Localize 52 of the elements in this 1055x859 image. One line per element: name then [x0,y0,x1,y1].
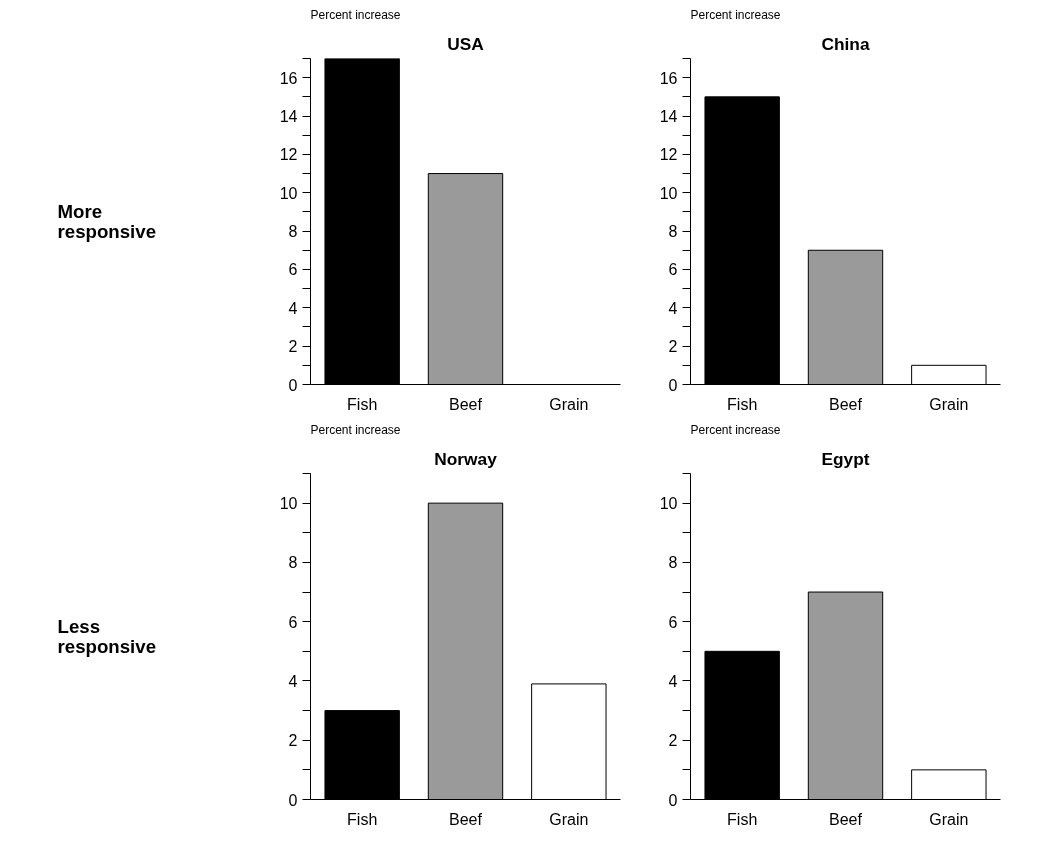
chart-title: Norway [434,448,498,469]
y-tick-label: 14 [659,108,678,126]
y-tick-label: 10 [659,184,678,202]
y-tick-label: 2 [288,338,298,356]
y-tick-label: 12 [279,146,298,164]
y-tick-label: 6 [288,261,298,279]
chart-title: Egypt [821,448,870,469]
x-tick-label: Beef [449,395,483,413]
y-tick-label: 16 [659,69,678,87]
y-tick-label: 0 [668,376,678,394]
y-tick-label: 6 [288,613,298,631]
y-axis-title: Percent increase [310,422,401,437]
x-tick-label: Fish [347,395,378,413]
y-tick-label: 4 [288,299,298,317]
y-axis-title: Percent increase [690,422,781,437]
x-tick-label: Fish [727,395,758,413]
x-tick-label: Beef [829,810,863,828]
text: Less responsive [57,616,157,657]
y-tick-label: 2 [668,338,678,356]
y-tick-label: 0 [668,791,678,809]
x-tick-label: Grain [929,395,969,413]
x-tick-label: Grain [549,395,589,413]
y-tick-label: 8 [668,554,678,572]
x-tick-label: Fish [347,810,378,828]
y-tick-label: 2 [288,732,298,750]
y-tick-label: 16 [279,69,298,87]
y-tick-label: 8 [288,554,298,572]
y-tick-label: 8 [668,223,678,241]
y-tick-label: 6 [668,613,678,631]
y-tick-label: 4 [668,299,678,317]
y-axis-title: Percent increase [690,7,781,22]
y-tick-label: 12 [659,146,678,164]
y-tick-label: 14 [279,108,298,126]
y-tick-label: 4 [668,672,678,690]
y-tick-label: 8 [288,223,298,241]
x-tick-label: Beef [449,810,483,828]
y-tick-label: 10 [659,495,678,513]
y-tick-label: 10 [279,495,298,513]
x-tick-label: Fish [727,810,758,828]
y-tick-label: 2 [668,732,678,750]
y-tick-label: 0 [288,791,298,809]
y-tick-label: 10 [279,184,298,202]
y-tick-label: 0 [288,376,298,394]
text: More responsive [57,201,157,242]
x-tick-label: Grain [929,810,969,828]
chart-title: USA [447,33,485,54]
x-tick-label: Beef [829,395,863,413]
y-tick-label: 6 [668,261,678,279]
chart-title: China [821,33,870,54]
x-tick-label: Grain [549,810,589,828]
y-axis-title: Percent increase [310,7,401,22]
y-tick-label: 4 [288,672,298,690]
